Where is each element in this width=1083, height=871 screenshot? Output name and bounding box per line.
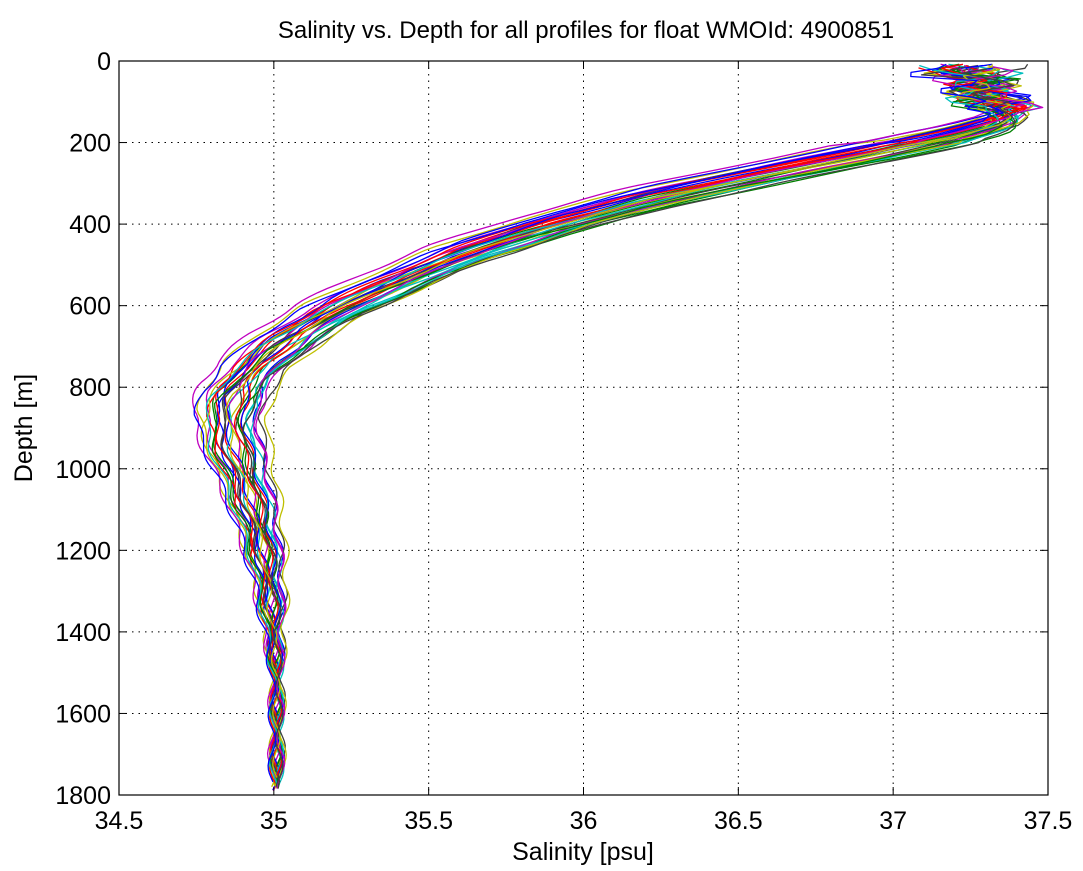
- profile-line: [225, 67, 1012, 778]
- profile-line: [240, 67, 1032, 778]
- y-tick-label: 400: [69, 211, 111, 239]
- y-tick-label: 1000: [55, 456, 111, 484]
- x-tick-label: 35: [260, 807, 288, 835]
- profile-line: [233, 63, 1026, 783]
- x-tick-label: 34.5: [95, 807, 144, 835]
- y-axis-ticks: 0 200 400 600 800 1000 1200 1400 1600 1800: [55, 48, 1048, 810]
- y-tick-label: 800: [69, 374, 111, 402]
- x-tick-label: 36: [570, 807, 598, 835]
- y-tick-label: 1400: [55, 619, 111, 647]
- y-tick-label: 1800: [55, 782, 111, 810]
- profile-line: [237, 66, 1021, 789]
- y-tick-label: 200: [69, 130, 111, 158]
- profile-line: [245, 68, 1024, 788]
- x-tick-label: 37: [879, 807, 907, 835]
- profile-line: [223, 64, 1024, 784]
- profile-lines: [192, 63, 1044, 792]
- profile-line: [263, 64, 1035, 784]
- x-tick-label: 37.5: [1024, 807, 1073, 835]
- profile-line: [253, 66, 1044, 789]
- y-tick-label: 600: [69, 293, 111, 321]
- profile-line: [193, 63, 991, 783]
- x-axis-ticks: 34.5 35 35.5 36 36.5 37 37.5: [95, 61, 1073, 835]
- profile-line: [211, 68, 1003, 787]
- x-tick-label: 35.5: [404, 807, 453, 835]
- profile-line: [242, 68, 1016, 787]
- chart-title: Salinity vs. Depth for all profiles for …: [278, 17, 894, 44]
- x-tick-label: 36.5: [714, 807, 763, 835]
- y-tick-label: 0: [97, 48, 111, 76]
- profile-line: [205, 64, 999, 784]
- y-tick-label: 1600: [55, 700, 111, 728]
- x-axis-title: Salinity [psu]: [512, 838, 654, 866]
- y-axis-title: Depth [m]: [10, 374, 38, 482]
- y-tick-label: 1200: [55, 537, 111, 565]
